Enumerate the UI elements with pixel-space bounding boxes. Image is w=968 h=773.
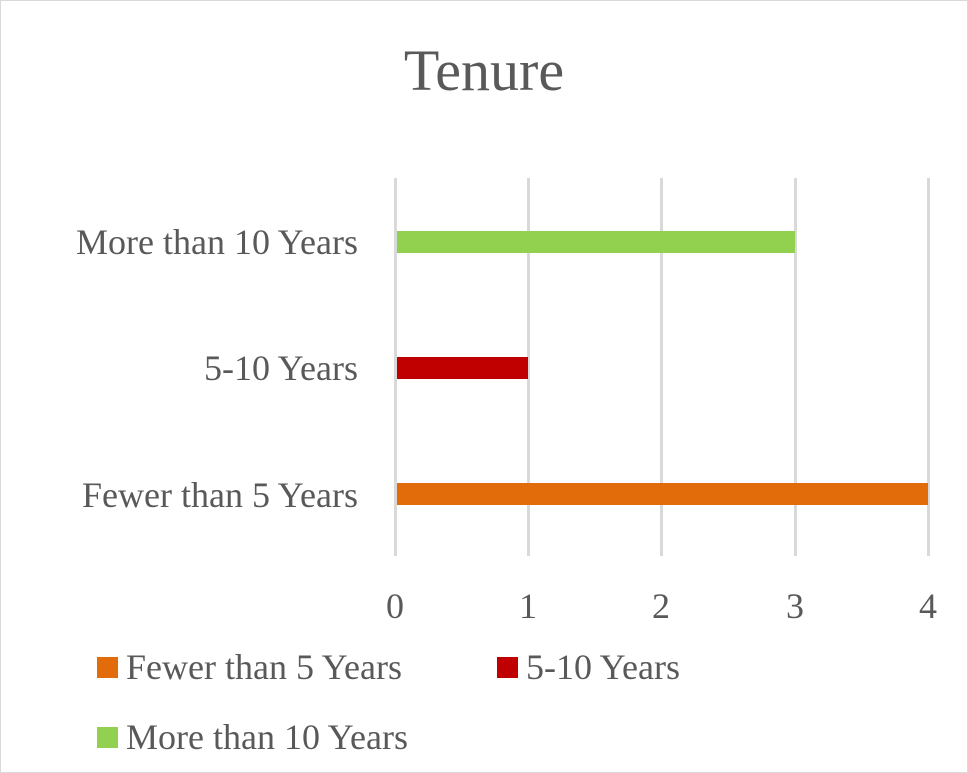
x-tick-2: 2 (652, 586, 670, 626)
chart-title: Tenure (403, 38, 565, 103)
bar-fewer-than-5 (397, 483, 928, 505)
category-label-more-than-10: More than 10 Years (76, 222, 358, 262)
x-tick-4: 4 (919, 586, 937, 626)
plot-area (394, 178, 930, 556)
legend-label: 5-10 Years (526, 647, 681, 687)
legend-swatch-icon (97, 657, 118, 679)
bar-more-than-10 (397, 231, 795, 253)
legend-item-fewer-than-5: Fewer than 5 Years (97, 645, 402, 689)
legend-swatch-icon (497, 657, 518, 679)
legend-item-5-10: 5-10 Years (497, 645, 680, 689)
category-label-fewer-than-5: Fewer than 5 Years (82, 475, 358, 515)
legend-swatch-icon (97, 727, 118, 749)
x-tick-1: 1 (519, 586, 537, 626)
gridline-4 (927, 178, 930, 556)
x-tick-3: 3 (786, 586, 804, 626)
category-label-5-10: 5-10 Years (203, 348, 358, 388)
bar-5-10 (397, 357, 529, 379)
legend-label: More than 10 Years (126, 717, 408, 757)
gridline-3 (794, 178, 797, 556)
gridline-2 (660, 178, 663, 556)
legend-label: Fewer than 5 Years (126, 647, 402, 687)
x-tick-0: 0 (386, 586, 404, 626)
gridline-1 (527, 178, 530, 556)
legend-item-more-than-10: More than 10 Years (97, 715, 408, 759)
gridline-0 (394, 178, 397, 556)
